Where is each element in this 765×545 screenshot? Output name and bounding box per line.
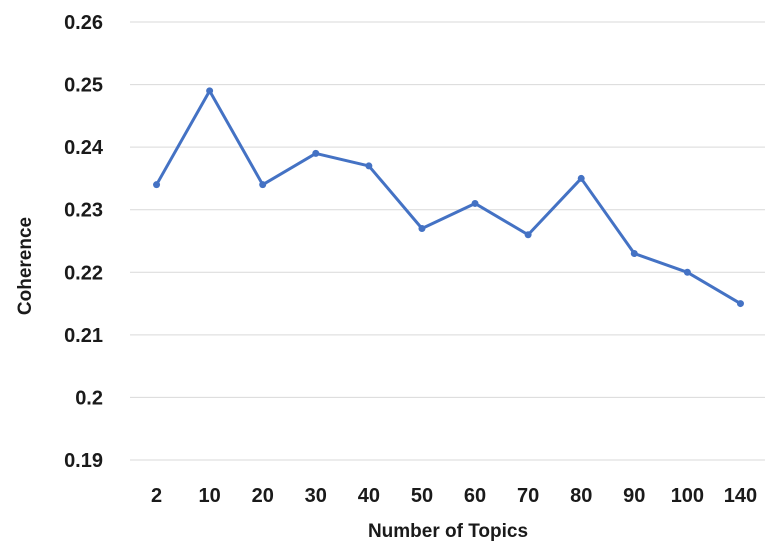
data-point xyxy=(365,162,373,170)
x-tick-label: 90 xyxy=(623,485,645,507)
x-tick-label: 10 xyxy=(199,485,221,507)
y-tick-label: 0.21 xyxy=(64,325,103,347)
y-tick-label: 0.22 xyxy=(64,262,103,284)
y-axis-title: Coherence xyxy=(15,217,36,315)
data-point xyxy=(153,181,161,189)
y-tick-label: 0.19 xyxy=(64,450,103,472)
data-point xyxy=(259,181,267,189)
x-axis-title: Number of Topics xyxy=(368,521,528,542)
data-point xyxy=(736,300,744,308)
y-axis-ticks: 0.19 0.2 0.21 0.22 0.23 0.24 0.25 0.26 xyxy=(64,12,104,472)
data-point xyxy=(418,224,426,232)
x-tick-label: 50 xyxy=(411,485,433,507)
series-line xyxy=(155,89,742,305)
y-tick-label: 0.23 xyxy=(64,200,103,222)
x-tick-label: 40 xyxy=(358,485,380,507)
y-tick-label: 0.24 xyxy=(64,137,104,159)
x-tick-label: 70 xyxy=(517,485,539,507)
data-point xyxy=(524,231,532,239)
series-layer xyxy=(153,87,744,308)
data-point xyxy=(206,87,214,95)
data-point xyxy=(683,268,691,276)
x-tick-label: 60 xyxy=(464,485,486,507)
x-tick-label: 80 xyxy=(570,485,592,507)
y-tick-label: 0.26 xyxy=(64,12,103,34)
data-point xyxy=(577,174,585,182)
x-tick-label: 100 xyxy=(671,485,704,507)
x-axis-ticks: 2 10 20 30 40 50 60 70 80 90 100 140 xyxy=(151,485,757,507)
data-point xyxy=(471,199,479,207)
y-tick-label: 0.2 xyxy=(75,387,103,409)
x-tick-label: 2 xyxy=(151,485,162,507)
gridlines xyxy=(130,21,765,461)
x-tick-label: 30 xyxy=(305,485,327,507)
data-point xyxy=(312,149,320,157)
x-tick-label: 20 xyxy=(252,485,274,507)
data-point xyxy=(630,250,638,258)
x-tick-label: 140 xyxy=(724,485,757,507)
y-tick-label: 0.25 xyxy=(64,75,103,97)
